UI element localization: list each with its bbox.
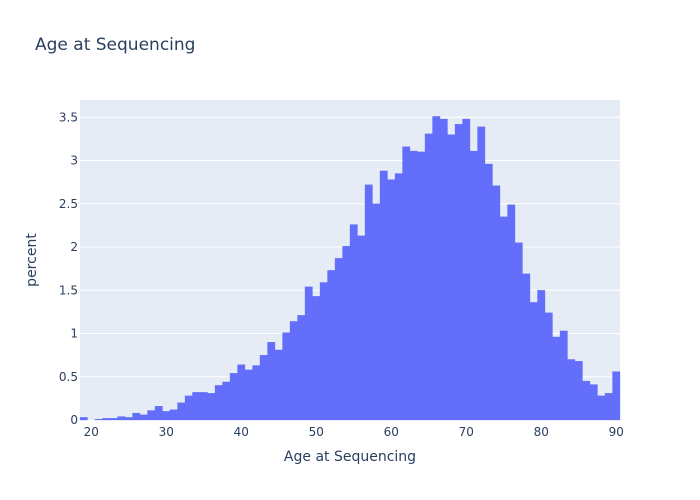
histogram-bar[interactable]	[394, 173, 403, 421]
y-tick-label: 0	[70, 413, 78, 427]
histogram-bar[interactable]	[537, 290, 546, 421]
histogram-bar[interactable]	[177, 402, 186, 421]
histogram-bar[interactable]	[469, 150, 478, 421]
histogram-bar[interactable]	[214, 385, 223, 421]
histogram-bar[interactable]	[304, 286, 313, 421]
histogram-bar[interactable]	[267, 342, 276, 421]
histogram-bar[interactable]	[297, 315, 306, 421]
histogram-bar[interactable]	[222, 381, 231, 421]
bars	[79, 116, 621, 421]
histogram-bar[interactable]	[109, 418, 118, 421]
histogram-bar[interactable]	[559, 330, 568, 421]
histogram-bar[interactable]	[499, 216, 508, 421]
histogram-bar[interactable]	[529, 302, 538, 421]
histogram-bar[interactable]	[184, 395, 193, 421]
histogram-bar[interactable]	[357, 235, 366, 421]
histogram-bar[interactable]	[604, 393, 613, 421]
histogram-bar[interactable]	[417, 151, 426, 421]
histogram-bar[interactable]	[199, 392, 208, 421]
histogram-bar[interactable]	[139, 414, 148, 421]
histogram-bar[interactable]	[447, 134, 456, 421]
histogram-bar[interactable]	[334, 258, 343, 421]
histogram-bar[interactable]	[282, 332, 291, 421]
y-tick-label: 2	[70, 240, 78, 254]
histogram-bar[interactable]	[229, 373, 238, 421]
y-tick-label: 3.5	[59, 110, 78, 124]
histogram-bar[interactable]	[259, 354, 268, 421]
histogram-bar[interactable]	[192, 392, 201, 421]
histogram-bar[interactable]	[162, 411, 171, 421]
histogram-bar[interactable]	[79, 417, 88, 421]
histogram-bar[interactable]	[117, 416, 126, 421]
histogram-bar[interactable]	[582, 380, 591, 421]
histogram-bar[interactable]	[477, 126, 486, 421]
histogram-bar[interactable]	[612, 371, 621, 421]
x-tick-label: 90	[609, 425, 624, 439]
histogram-bar[interactable]	[364, 184, 373, 421]
x-tick-label: 50	[309, 425, 324, 439]
histogram-bar[interactable]	[402, 146, 411, 421]
y-axis-title: percent	[24, 233, 40, 287]
histogram-bar[interactable]	[567, 359, 576, 421]
x-tick-label: 70	[459, 425, 474, 439]
histogram-bar[interactable]	[312, 296, 321, 421]
x-tick-label: 80	[534, 425, 549, 439]
histogram-bar[interactable]	[484, 163, 493, 421]
x-tick-label: 20	[84, 425, 99, 439]
histogram-bar[interactable]	[147, 410, 156, 421]
y-tick-label: 0.5	[59, 370, 78, 384]
histogram-bar[interactable]	[589, 384, 598, 421]
histogram-bar[interactable]	[289, 321, 298, 421]
histogram-bar[interactable]	[252, 365, 261, 421]
x-tick-label: 30	[159, 425, 174, 439]
histogram-bar[interactable]	[424, 133, 433, 421]
chart-title: Age at Sequencing	[35, 35, 195, 55]
y-tick-label: 3	[70, 154, 78, 168]
histogram-bar[interactable]	[522, 273, 531, 421]
y-tick-label: 1	[70, 327, 78, 341]
histogram-bar[interactable]	[237, 364, 246, 421]
x-axis-ticks: 20 30 40 50 60 70 80 90	[84, 425, 624, 439]
histogram-bar[interactable]	[574, 361, 583, 421]
histogram-bar[interactable]	[319, 282, 328, 421]
histogram-bar[interactable]	[327, 270, 336, 421]
histogram-bar[interactable]	[409, 150, 418, 421]
histogram-bar[interactable]	[372, 203, 381, 421]
x-tick-label: 60	[384, 425, 399, 439]
histogram-bar[interactable]	[462, 118, 471, 421]
histogram-bar[interactable]	[102, 418, 111, 421]
histogram-bar[interactable]	[507, 204, 516, 421]
histogram-bar[interactable]	[432, 116, 441, 421]
histogram-bar[interactable]	[597, 395, 606, 421]
histogram-bar[interactable]	[349, 224, 358, 421]
histogram-bar[interactable]	[154, 406, 163, 421]
histogram-bar[interactable]	[387, 179, 396, 421]
histogram-bar[interactable]	[169, 409, 178, 421]
y-axis-ticks: 0 0.5 1 1.5 2 2.5 3 3.5	[59, 110, 78, 427]
histogram-bar[interactable]	[244, 369, 253, 421]
histogram-bar[interactable]	[514, 242, 523, 421]
histogram-bar[interactable]	[94, 418, 103, 421]
histogram-bar[interactable]	[132, 412, 141, 421]
y-tick-label: 1.5	[59, 283, 78, 297]
histogram-bar[interactable]	[274, 349, 283, 421]
histogram-bar[interactable]	[492, 185, 501, 421]
y-tick-label: 2.5	[59, 197, 78, 211]
histogram-bar[interactable]	[124, 417, 133, 421]
histogram-bar[interactable]	[379, 170, 388, 421]
x-axis-title: Age at Sequencing	[284, 449, 416, 465]
histogram-bar[interactable]	[342, 246, 351, 421]
histogram-bar[interactable]	[439, 118, 448, 421]
x-tick-label: 40	[234, 425, 249, 439]
histogram-bar[interactable]	[544, 312, 553, 421]
histogram-bar[interactable]	[552, 336, 561, 421]
histogram-bar[interactable]	[454, 124, 463, 421]
histogram-bar[interactable]	[207, 393, 216, 421]
